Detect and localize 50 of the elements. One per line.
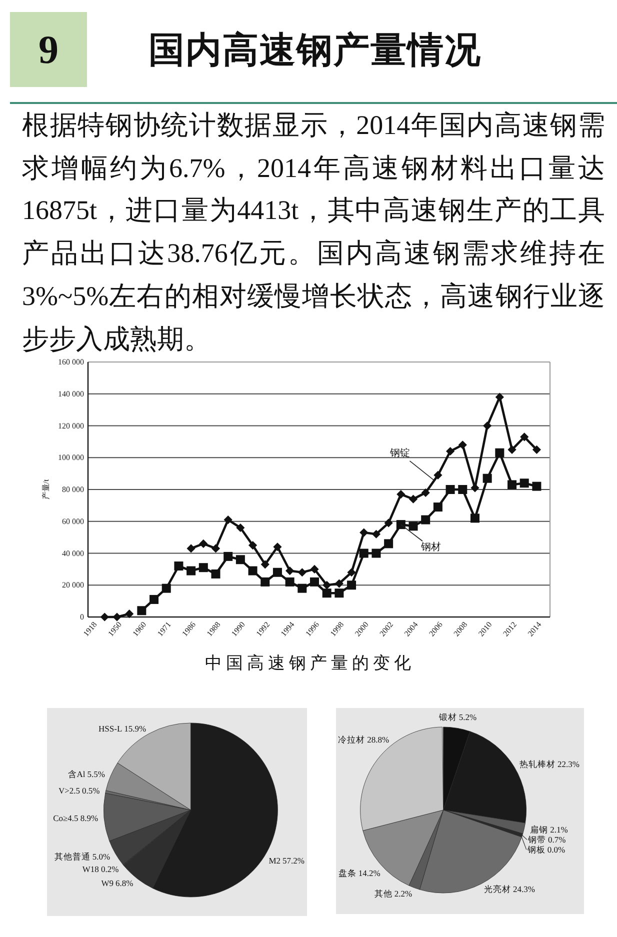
y-tick-label: 40 000 (62, 548, 84, 558)
y-axis-title: 产量/t (42, 478, 50, 500)
text: 中国高速钢产量的变化 (205, 654, 415, 672)
slice-label: 钢板 (527, 844, 546, 855)
data-label: 0.7% (548, 834, 566, 845)
data-label: 57.2% (282, 856, 305, 866)
slice-label: 扁钢 (530, 824, 548, 835)
data-label: 2.1% (550, 824, 568, 835)
data-label: 24.3% (512, 884, 535, 894)
y-tick-label: 80 000 (62, 485, 84, 494)
slice-label: 盘条 (338, 868, 356, 878)
data-label: 22.3% (557, 758, 580, 769)
slice-label: 其他普通 (54, 851, 90, 862)
slice-label: W18 (82, 864, 99, 874)
data-label: 5.2% (458, 712, 477, 722)
slice-label: 锻材 (438, 712, 457, 722)
y-tick-label: 0 (80, 612, 84, 622)
number-box: 9 (10, 12, 87, 87)
data-label: 0.0% (547, 844, 566, 855)
data-label: 0.5% (82, 786, 100, 796)
y-tick-label: 20 000 (62, 580, 84, 590)
text: 国内高速钢产量情况 (148, 28, 482, 72)
data-label: 5.5% (87, 768, 105, 779)
slice-label: 含Al (68, 768, 86, 779)
series-label: 钢锭 (390, 448, 410, 459)
y-tick-label: 100 000 (58, 453, 84, 462)
data-label: 5.0% (92, 851, 110, 862)
series-label: 钢材 (420, 542, 441, 554)
slice-label: 光亮材 (484, 884, 511, 894)
data-label: 6.8% (116, 878, 134, 888)
data-label: 14.2% (358, 868, 380, 878)
slice-label: HSS-L (98, 723, 122, 734)
data-label: 15.9% (124, 723, 146, 734)
y-tick-label: 160 000 (58, 358, 84, 366)
slice-label: Co≥4.5 (53, 812, 78, 823)
y-tick-label: 120 000 (58, 421, 84, 430)
data-label: 28.8% (367, 734, 390, 744)
data-label: 0.2% (100, 864, 119, 874)
data-label: 8.9% (80, 812, 98, 823)
text: 根据特钢协统计数据显示，2014年国内高速钢需求增幅约为6.7%，2014年高速钢材料出口量达16875t，进口量为4413t，其中高速钢生产的工具产品出口达38.76亿元。国内高速钢需求维持在3%~5%左右的相对缓慢增长状态，高速钢行业逐步步入成熟期。 (22, 110, 605, 354)
slice-label: 其他 (374, 888, 392, 898)
slice-label: M2 (268, 856, 281, 866)
slice-label: 钢带 (528, 834, 546, 845)
y-tick-label: 140 000 (58, 389, 84, 398)
data-label: 2.2% (394, 888, 412, 898)
y-tick-label: 60 000 (62, 516, 84, 526)
slice-label: 热轧棒材 (519, 758, 556, 769)
slice-label: V>2.5 (58, 786, 80, 796)
slice-label: 冷拉材 (338, 734, 366, 744)
slice-label: W9 (101, 878, 114, 888)
